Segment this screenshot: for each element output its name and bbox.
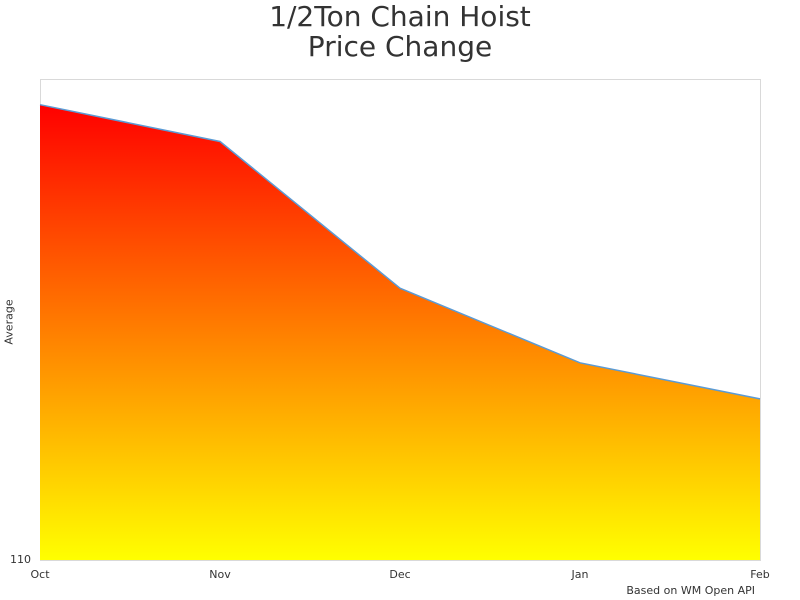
x-tick-dec: Dec xyxy=(389,568,411,581)
x-tick-oct: Oct xyxy=(30,568,50,581)
x-tick-jan: Jan xyxy=(571,568,589,581)
x-tick-feb: Feb xyxy=(750,568,770,581)
chart-title-line-1: 1/2Ton Chain Hoist xyxy=(269,0,531,33)
chart-title: 1/2Ton Chain Hoist Price Change xyxy=(0,2,800,62)
chart-title-line-2: Price Change xyxy=(307,30,493,63)
x-tick-nov: Nov xyxy=(209,568,231,581)
area-series xyxy=(40,104,760,560)
series-line xyxy=(39,103,761,400)
credit-annotation: Based on WM Open API xyxy=(626,584,755,597)
y-tick-label: 110 xyxy=(10,553,31,566)
y-axis-label: Average xyxy=(2,299,16,345)
